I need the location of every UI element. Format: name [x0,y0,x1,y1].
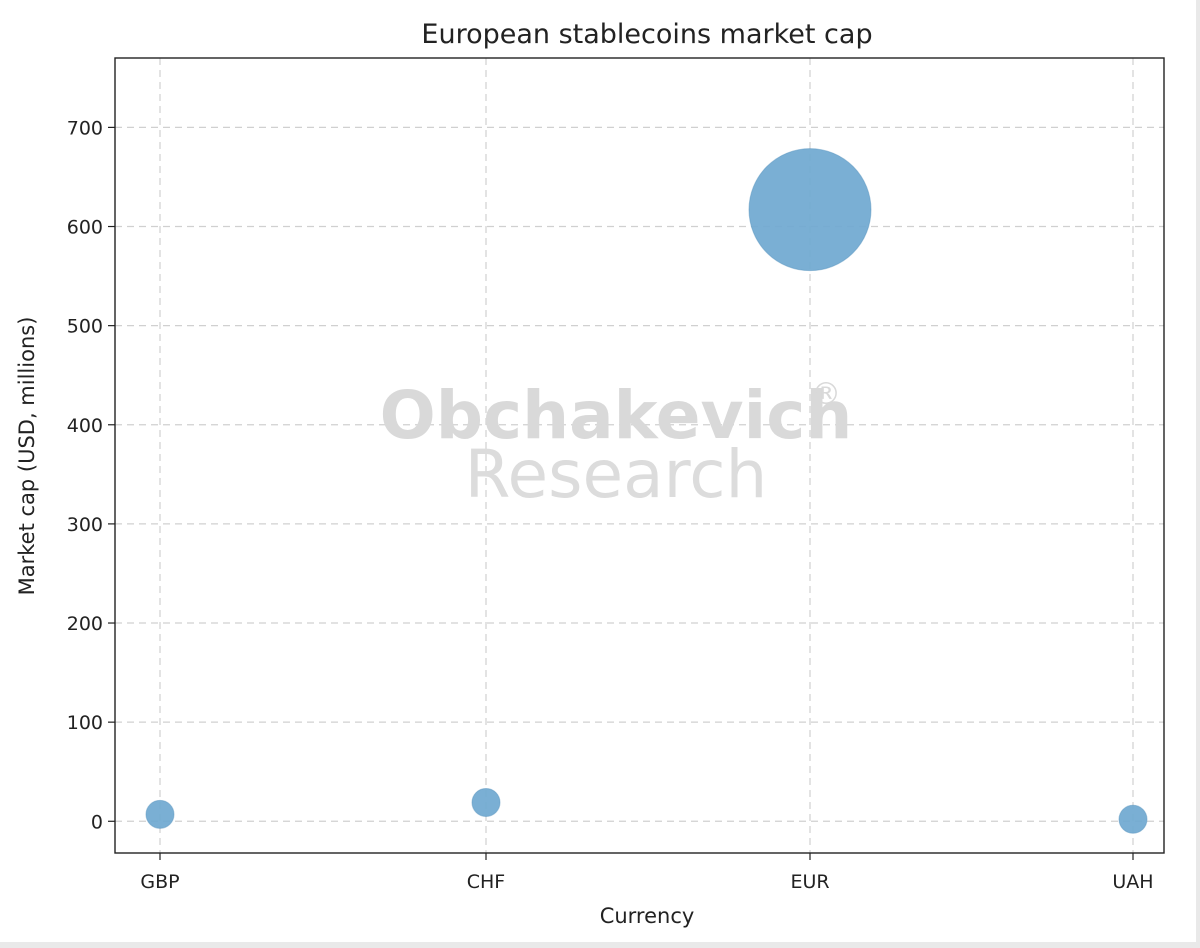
chart-title: European stablecoins market cap [421,19,872,50]
watermark-registered-mark: ® [811,377,841,412]
y-tick-label: 200 [67,613,103,635]
y-tick-label: 600 [67,217,103,239]
x-tick-label: CHF [467,871,505,893]
x-tick-label: EUR [790,871,829,893]
watermark-brand: Obchakevich [380,377,853,454]
ticks: 0 100 200 300 400 500 600 700 GBP CHF EUR UAH [67,117,1154,893]
bubbles [145,148,1148,834]
bubble-chf [471,787,501,817]
x-tick-label: GBP [140,871,179,893]
grid [115,58,1164,853]
y-tick-label: 100 [67,712,103,734]
watermark-subtitle: Research [465,436,768,513]
x-axis-label: Currency [600,904,695,928]
y-tick-label: 700 [67,117,103,139]
plot-area [114,57,1165,854]
bubble-eur [748,148,872,272]
bubble-uah [1118,804,1148,834]
bubble-gbp [145,799,175,829]
y-tick-label: 500 [67,316,103,338]
watermark: Obchakevich ® Research [380,377,853,513]
y-tick-label: 400 [67,415,103,437]
y-tick-label: 300 [67,514,103,536]
y-axis-label: Market cap (USD, millions) [15,317,39,596]
y-tick-label: 0 [91,811,103,833]
x-tick-label: UAH [1112,871,1153,893]
